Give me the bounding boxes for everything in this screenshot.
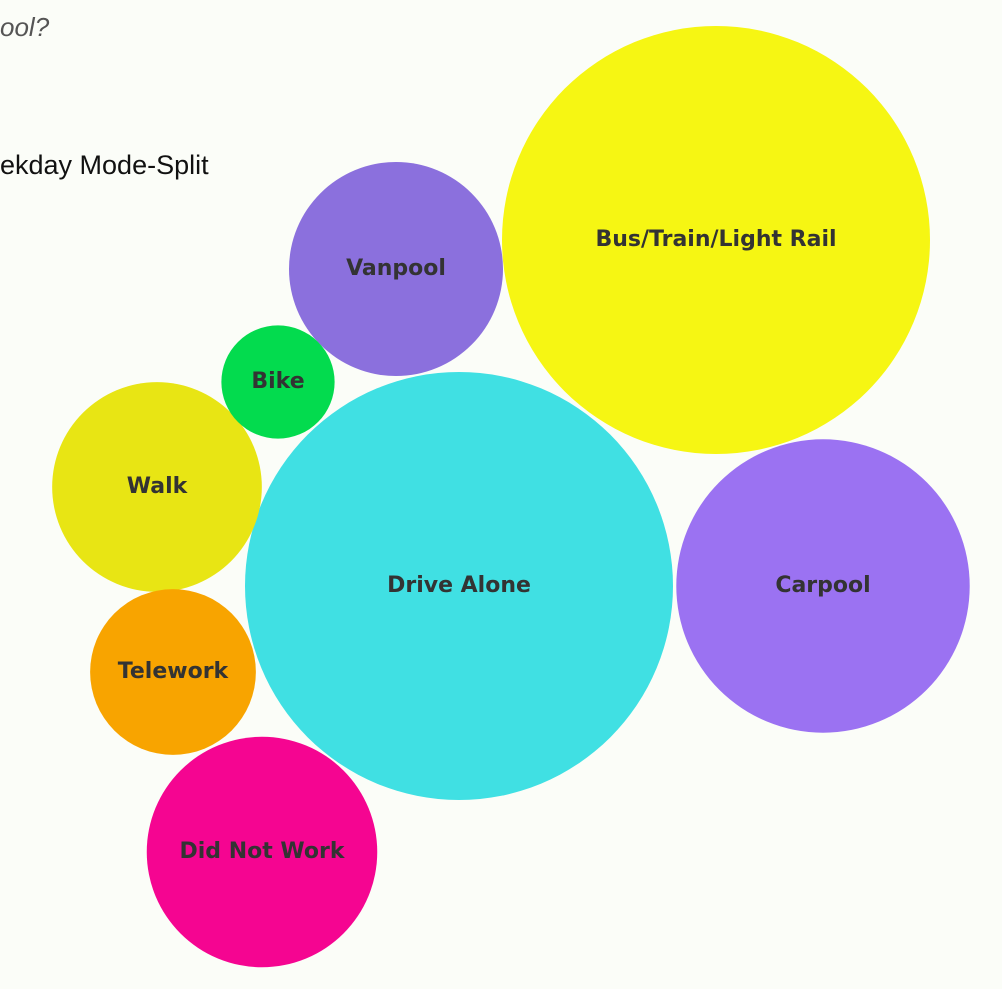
bubble-bus-train-light-rail: Bus/Train/Light Rail: [502, 26, 930, 454]
bubble-label-carpool: Carpool: [775, 573, 870, 598]
bubble-walk: Walk: [52, 382, 262, 592]
bubble-circle-telework: [90, 589, 256, 755]
bubble-circle-did-not-work: [146, 736, 378, 968]
bubble-label-vanpool: Vanpool: [346, 256, 446, 281]
bubble-circle-walk: [52, 382, 262, 592]
bubble-bike: Bike: [221, 325, 335, 439]
bubble-circle-bus-train-light-rail: [502, 26, 930, 454]
bubble-telework: Telework: [90, 589, 256, 755]
bubble-circle-drive-alone: [245, 372, 673, 800]
bubble-circle-vanpool: [289, 162, 503, 376]
bubble-label-telework: Telework: [118, 659, 230, 684]
bubble-circle-bike: [221, 325, 335, 439]
page-question: ool?: [0, 12, 50, 42]
chart-heading: ekday Mode-Split: [0, 150, 209, 180]
bubble-label-bike: Bike: [251, 369, 304, 394]
bubble-label-bus-train-light-rail: Bus/Train/Light Rail: [595, 227, 836, 252]
bubble-circle-carpool: [676, 439, 970, 733]
bubble-label-drive-alone: Drive Alone: [387, 573, 531, 598]
bubble-label-did-not-work: Did Not Work: [180, 839, 346, 864]
bubble-label-walk: Walk: [127, 474, 189, 499]
bubble-vanpool: Vanpool: [289, 162, 503, 376]
bubble-did-not-work: Did Not Work: [146, 736, 378, 968]
bubble-drive-alone: Drive Alone: [245, 372, 673, 800]
bubble-carpool: Carpool: [676, 439, 970, 733]
